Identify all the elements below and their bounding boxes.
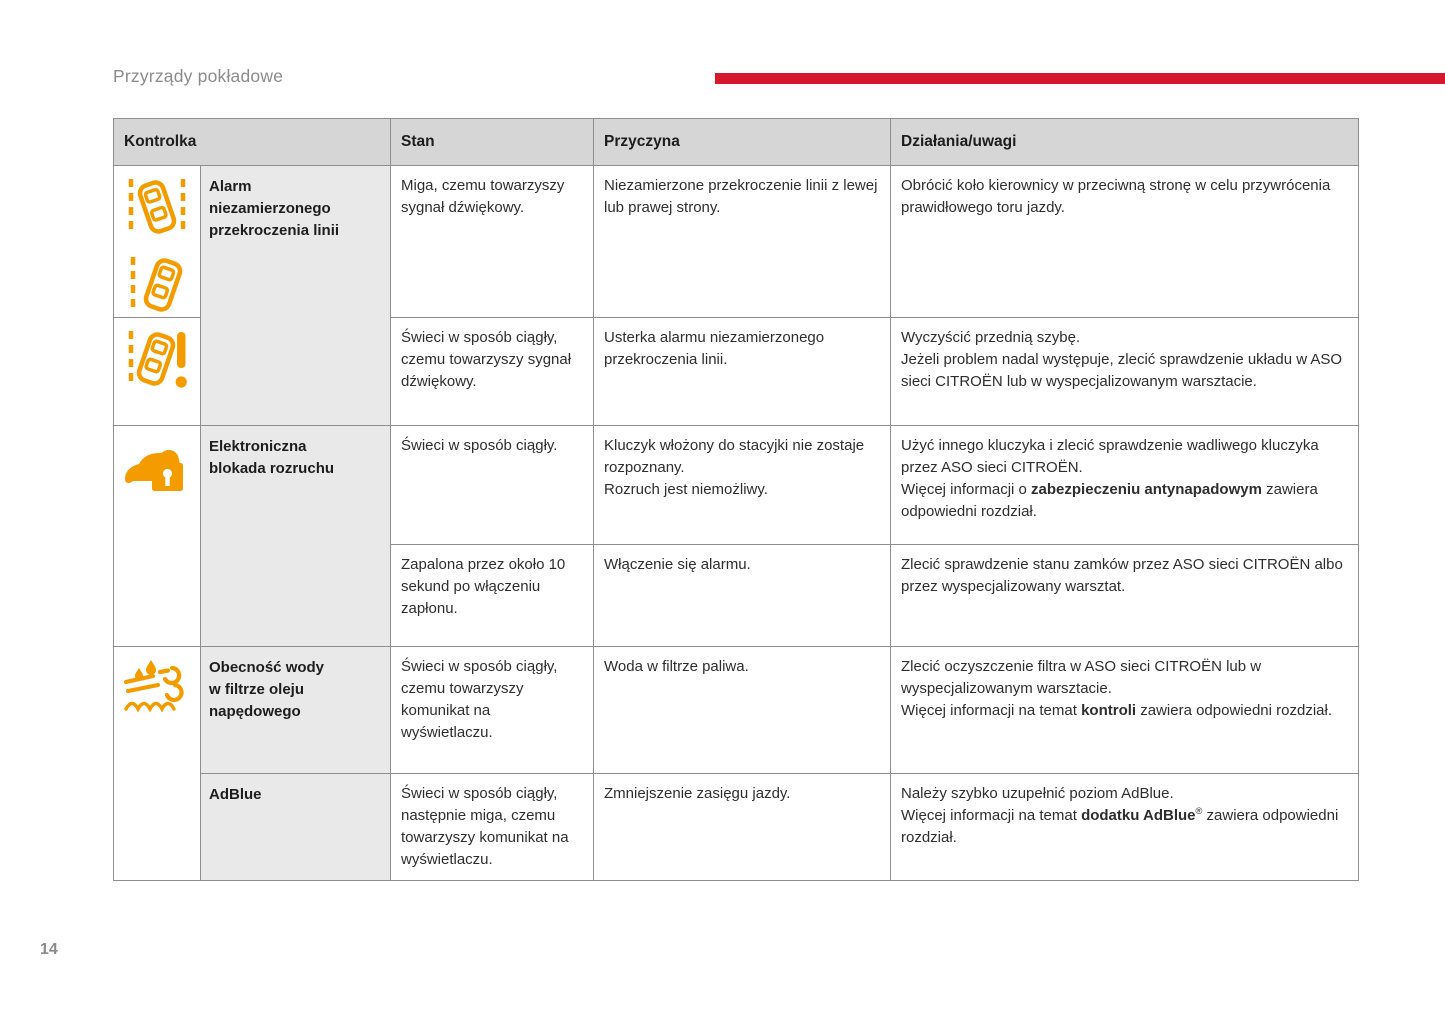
dzialania-cell: Użyć innego kluczyka i zlecić sprawdzeni… bbox=[890, 425, 1359, 545]
przyczyna-cell: Niezamierzone przekroczenie linii z lewe… bbox=[593, 165, 891, 318]
lane-departure-left-icon bbox=[128, 179, 186, 235]
indicator-table: Kontrolka Stan Przyczyna Działania/uwagi bbox=[113, 118, 1359, 882]
dzialania-cell: Obrócić koło kierownicy w przeciwną stro… bbox=[890, 165, 1359, 318]
indicator-name: Obecność wody w filtrze oleju napędowego bbox=[200, 646, 391, 774]
indicator-icon-cell bbox=[113, 645, 201, 882]
column-header-dzialania: Działania/uwagi bbox=[890, 118, 1359, 166]
accent-red-bar bbox=[715, 73, 1445, 84]
column-header-przyczyna: Przyczyna bbox=[593, 118, 891, 166]
stan-cell: Świeci w sposób ciągły, czemu towarzyszy… bbox=[390, 317, 594, 426]
przyczyna-cell: Włączenie się alarmu. bbox=[593, 544, 891, 647]
table-row: AdBlue Świeci w sposób ciągły, następnie… bbox=[114, 772, 1359, 882]
indicator-name: Elektroniczna blokada rozruchu bbox=[200, 425, 391, 647]
indicator-name: Alarm niezamierzonego przekroczenia lini… bbox=[200, 165, 391, 426]
indicator-icon-cell bbox=[113, 425, 201, 647]
stan-cell: Świeci w sposób ciągły, następnie miga, … bbox=[390, 772, 594, 882]
water-in-diesel-filter-icon bbox=[123, 660, 184, 713]
przyczyna-cell: Usterka alarmu niezamierzonego przekrocz… bbox=[593, 317, 891, 426]
column-header-kontrolka: Kontrolka bbox=[113, 118, 391, 166]
indicator-name: AdBlue bbox=[200, 772, 391, 882]
page-title: Przyrządy pokładowe bbox=[113, 66, 284, 86]
column-header-stan: Stan bbox=[390, 118, 594, 166]
page-number: 14 bbox=[40, 941, 58, 958]
stan-cell: Miga, czemu towarzyszy sygnał dźwiękowy. bbox=[390, 165, 594, 318]
lane-departure-right-icon bbox=[130, 257, 183, 313]
dzialania-cell: Wyczyścić przednią szybę. Jeżeli problem… bbox=[890, 317, 1359, 426]
lane-departure-fault-icon bbox=[128, 331, 187, 388]
przyczyna-cell: Woda w filtrze paliwa. bbox=[593, 646, 891, 774]
table-row: Elektroniczna blokada rozruchu Świeci w … bbox=[113, 425, 1359, 647]
dzialania-cell: Zlecić oczyszczenie filtra w ASO sieci C… bbox=[890, 646, 1359, 774]
table-row: Zapalona przez około 10 sekund po włącze… bbox=[114, 544, 1359, 647]
engine-immobiliser-icon bbox=[125, 449, 183, 491]
table-row: Świeci w sposób ciągły, czemu towarzyszy… bbox=[113, 317, 1359, 426]
table-row: Alarm niezamierzonego przekroczenia lini… bbox=[113, 165, 1359, 426]
dzialania-cell: Zlecić sprawdzenie stanu zamków przez AS… bbox=[890, 544, 1359, 647]
stan-cell: Świeci w sposób ciągły. bbox=[390, 425, 594, 545]
indicator-icon-cell bbox=[113, 317, 201, 426]
dzialania-cell: Należy szybko uzupełnić poziom AdBlue. W… bbox=[890, 772, 1359, 882]
exclamation-mark bbox=[175, 332, 187, 388]
table-header-row: Kontrolka Stan Przyczyna Działania/uwagi bbox=[113, 118, 1359, 166]
przyczyna-cell: Kluczyk włożony do stacyjki nie zostaje … bbox=[593, 425, 891, 545]
stan-cell: Świeci w sposób ciągły, czemu towarzyszy… bbox=[390, 646, 594, 774]
table-row: Obecność wody w filtrze oleju napędowego… bbox=[113, 645, 1359, 882]
przyczyna-cell: Zmniejszenie zasięgu jazdy. bbox=[593, 772, 891, 882]
stan-cell: Zapalona przez około 10 sekund po włącze… bbox=[390, 544, 594, 647]
indicator-icon-cell bbox=[113, 165, 201, 318]
